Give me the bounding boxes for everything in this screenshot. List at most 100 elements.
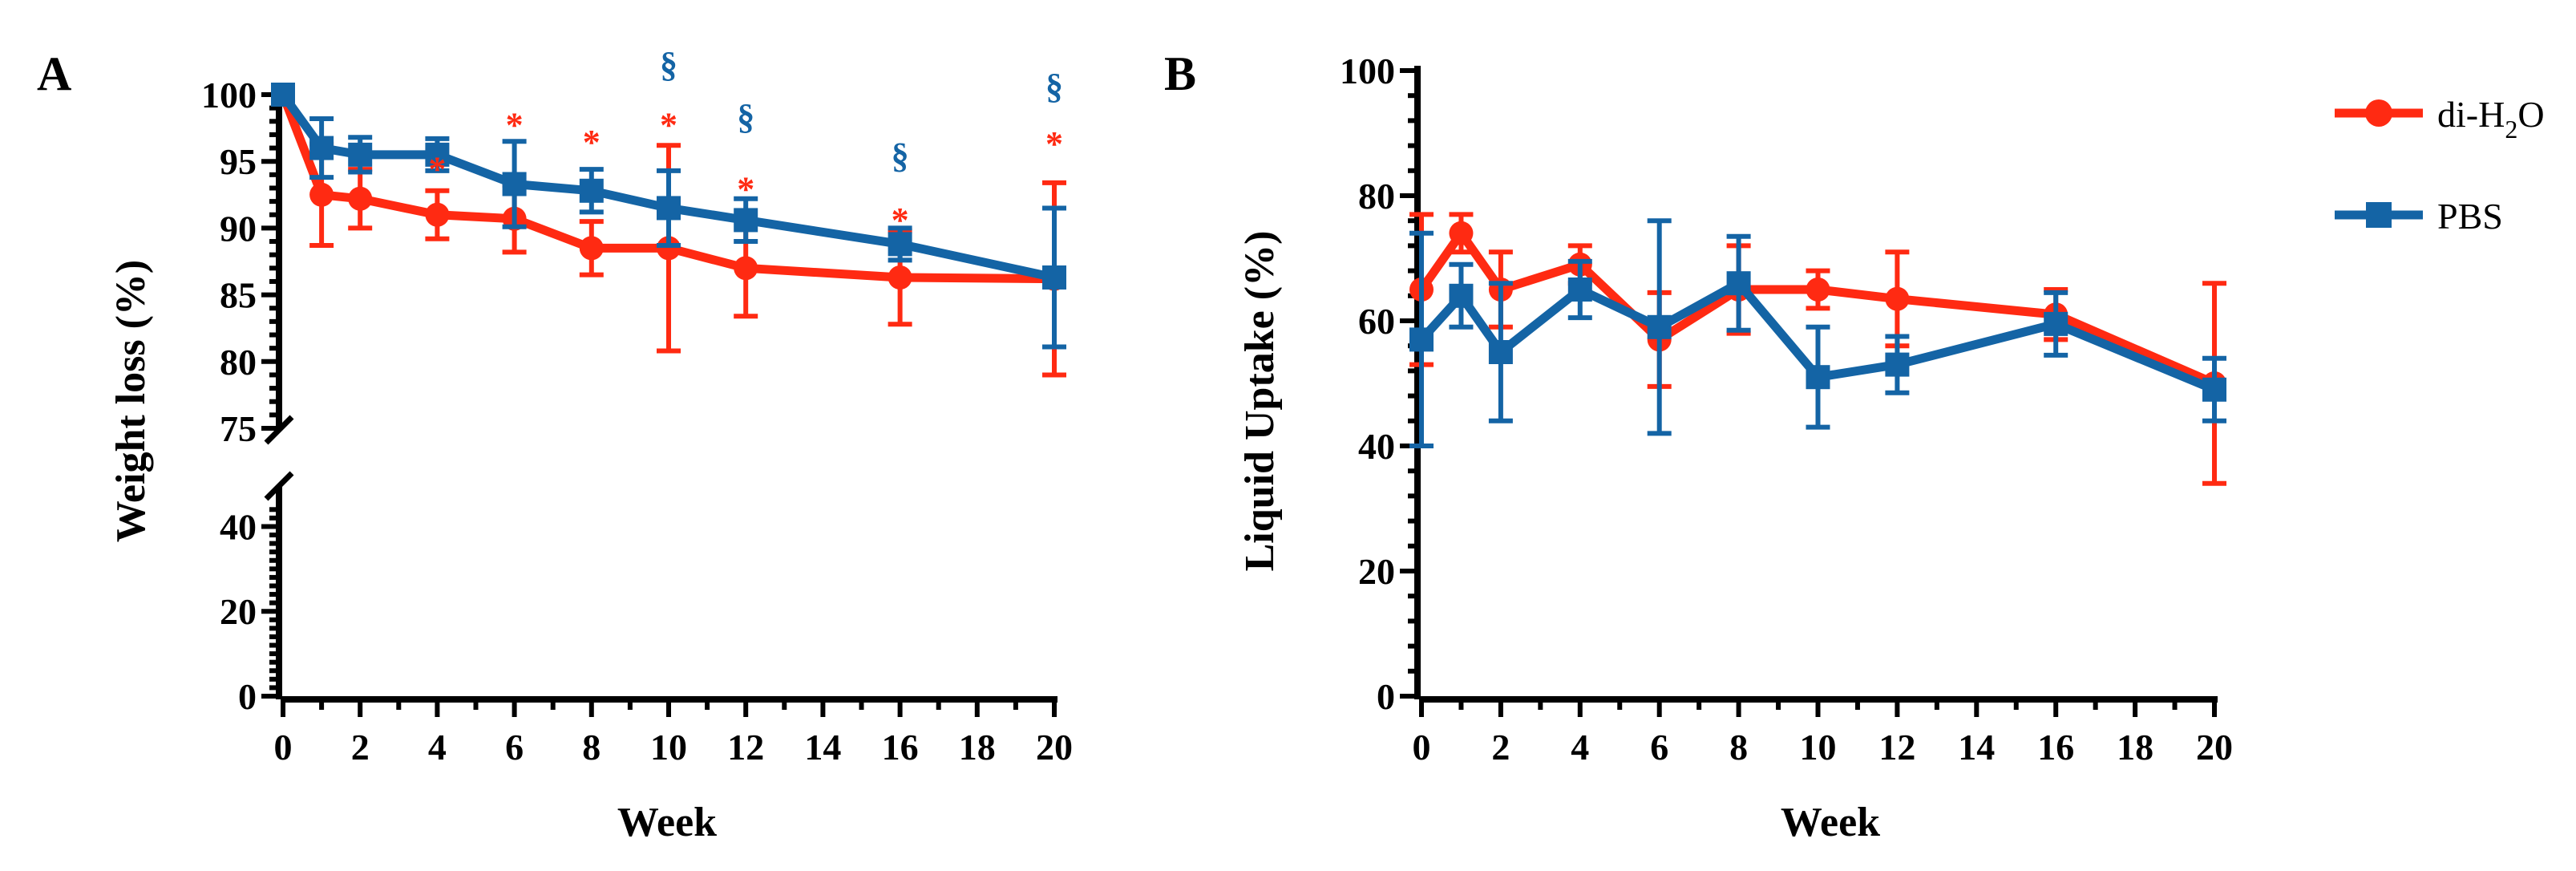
panel-a-y-tick-label: 95 xyxy=(220,141,257,182)
panel-a-significance-star: * xyxy=(428,150,446,189)
legend-entry-di-h2o: di-H2O xyxy=(2335,94,2545,144)
panel-a-point-di-h2o xyxy=(309,182,334,207)
panel-b: 0 2 4 6 8 10 12 14 16 18 20 0 20 40 60 80 100 Week Liqu… xyxy=(1237,51,2233,845)
panel-a-x-tick-label: 10 xyxy=(650,727,687,768)
panel-a-y-tick-label: 0 xyxy=(238,676,257,717)
panel-a-y-axis-title: Weight loss (%) xyxy=(108,260,154,542)
panel-b-line-di-h2o xyxy=(1417,229,2217,388)
panel-a-point-pbs xyxy=(309,136,334,160)
panel-b-x-tick-label: 10 xyxy=(1800,727,1837,768)
panel-a-axis-break-mark xyxy=(264,471,294,501)
panel-b-point-di-h2o xyxy=(1449,221,1474,245)
panel-b-line-pbs xyxy=(1417,278,2217,394)
panel-a-point-di-h2o xyxy=(657,236,681,261)
panel-a-x-tick-label: 14 xyxy=(804,727,841,768)
panel-b-x-tick-label: 4 xyxy=(1571,727,1589,768)
panel-b-point-pbs xyxy=(1567,278,1592,302)
panel-a-point-pbs xyxy=(579,178,604,203)
legend-label-di-h2o: di-H2O xyxy=(2437,94,2545,144)
panel-a-significance-star: * xyxy=(737,169,754,209)
panel-a-y-tick-label: 80 xyxy=(220,342,257,383)
panel-b-x-tick-label: 20 xyxy=(2196,727,2233,768)
panel-a-y-tick-label: 85 xyxy=(220,275,257,316)
panel-b-point-pbs xyxy=(2044,311,2068,336)
panel-a-x-axis-title: Week xyxy=(617,800,717,845)
panel-a-point-pbs xyxy=(657,196,681,221)
panel-a-point-pbs xyxy=(888,232,912,257)
panel-b-x-tick-label: 16 xyxy=(2037,727,2074,768)
panel-b-y-ticks: 0 20 40 60 80 100 xyxy=(1340,51,1395,717)
legend-label-di-h2o-subscript: 2 xyxy=(2505,115,2517,144)
panel-a-x-ticks: 0 2 4 6 8 10 12 14 16 18 20 xyxy=(274,727,1074,768)
panel-b-x-tick-label: 0 xyxy=(1413,727,1431,768)
panel-b-x-tick-label: 18 xyxy=(2117,727,2153,768)
legend-label-di-h2o-suffix: O xyxy=(2517,94,2544,135)
panel-a-letter: A xyxy=(37,47,71,100)
panel-a-x-tick-label: 16 xyxy=(882,727,919,768)
panel-a-point-di-h2o xyxy=(425,202,450,227)
panel-b-y-tick-label: 100 xyxy=(1340,51,1395,91)
panel-a-point-di-h2o xyxy=(579,236,604,261)
panel-a-x-tick-label: 2 xyxy=(351,727,370,768)
panel-b-point-pbs xyxy=(1449,283,1474,308)
panel-b-x-tick-label: 14 xyxy=(1958,727,1995,768)
panel-b-point-pbs xyxy=(1726,271,1751,296)
panel-a-significance-star: * xyxy=(660,106,677,145)
panel-a-point-di-h2o xyxy=(888,265,912,290)
panel-a-significance-section: § xyxy=(892,136,909,176)
panel-b-point-pbs xyxy=(1885,352,1910,377)
panel-a-x-tick-label: 12 xyxy=(727,727,764,768)
panel-a-annotations: * * * * * * * § § § § xyxy=(428,46,1063,240)
panel-a-point-pbs xyxy=(1042,265,1066,290)
panel-a-significance-section: § xyxy=(1045,67,1063,106)
panel-a-point-pbs xyxy=(348,142,373,167)
panel-b-point-pbs xyxy=(2202,377,2226,402)
legend-label-di-h2o-base: di-H xyxy=(2437,94,2505,135)
panel-b-point-pbs xyxy=(1409,327,1434,352)
panel-b-y-tick-label: 60 xyxy=(1358,301,1395,342)
panel-b-y-tick-label: 80 xyxy=(1358,176,1395,217)
panel-a-significance-star: * xyxy=(506,106,524,145)
panel-b-y-axis-title: Liquid Uptake (%) xyxy=(1237,231,1283,572)
panel-a-y-ticks: 75 80 85 90 95 100 0 20 40 xyxy=(201,75,257,717)
legend: di-H2O PBS xyxy=(2335,94,2545,237)
panel-b-series xyxy=(1409,212,2226,486)
panel-a-series xyxy=(271,83,1066,378)
panel-a-point-pbs xyxy=(271,83,295,107)
panel-b-letter: B xyxy=(1164,47,1196,100)
panel-b-x-tick-label: 12 xyxy=(1878,727,1915,768)
panel-a-y-tick-label: 75 xyxy=(220,408,257,449)
panel-a-y-tick-label: 40 xyxy=(220,506,257,547)
panel-a-y-tick-label: 100 xyxy=(201,75,257,115)
panel-a-line-di-h2o xyxy=(278,93,1055,284)
panel-a-x-tick-label: 6 xyxy=(505,727,524,768)
panel-a-significance-section: § xyxy=(737,98,754,137)
legend-entry-pbs: PBS xyxy=(2335,196,2503,237)
panel-b-point-pbs xyxy=(1647,314,1672,339)
panel-b-axes xyxy=(1400,66,2218,717)
panel-b-x-ticks: 0 2 4 6 8 10 12 14 16 18 20 xyxy=(1413,727,2234,768)
panel-a-series-pbs xyxy=(271,83,1066,350)
legend-marker-di-h2o xyxy=(2365,99,2392,127)
panel-a-point-di-h2o xyxy=(348,186,373,211)
panel-a-significance-star: * xyxy=(892,201,909,240)
panel-b-x-tick-label: 8 xyxy=(1729,727,1748,768)
panel-b-point-di-h2o xyxy=(1885,286,1910,311)
panel-a-y-tick-label: 90 xyxy=(220,208,257,249)
panel-a-y-tick-label: 20 xyxy=(220,591,257,632)
panel-b-point-pbs xyxy=(1488,340,1513,364)
panel-a-point-pbs xyxy=(425,142,450,167)
legend-label-pbs: PBS xyxy=(2437,196,2503,237)
panel-b-x-axis-title: Week xyxy=(1781,800,1880,845)
panel-a-significance-star: * xyxy=(1045,124,1063,164)
panel-a-point-pbs xyxy=(502,172,527,196)
legend-marker-pbs xyxy=(2366,202,2392,228)
panel-b-point-di-h2o xyxy=(1806,278,1830,302)
panel-a-x-tick-label: 0 xyxy=(274,727,293,768)
panel-b-x-tick-label: 2 xyxy=(1491,727,1510,768)
panel-a-x-tick-label: 4 xyxy=(428,727,447,768)
panel-a-x-tick-label: 8 xyxy=(582,727,601,768)
